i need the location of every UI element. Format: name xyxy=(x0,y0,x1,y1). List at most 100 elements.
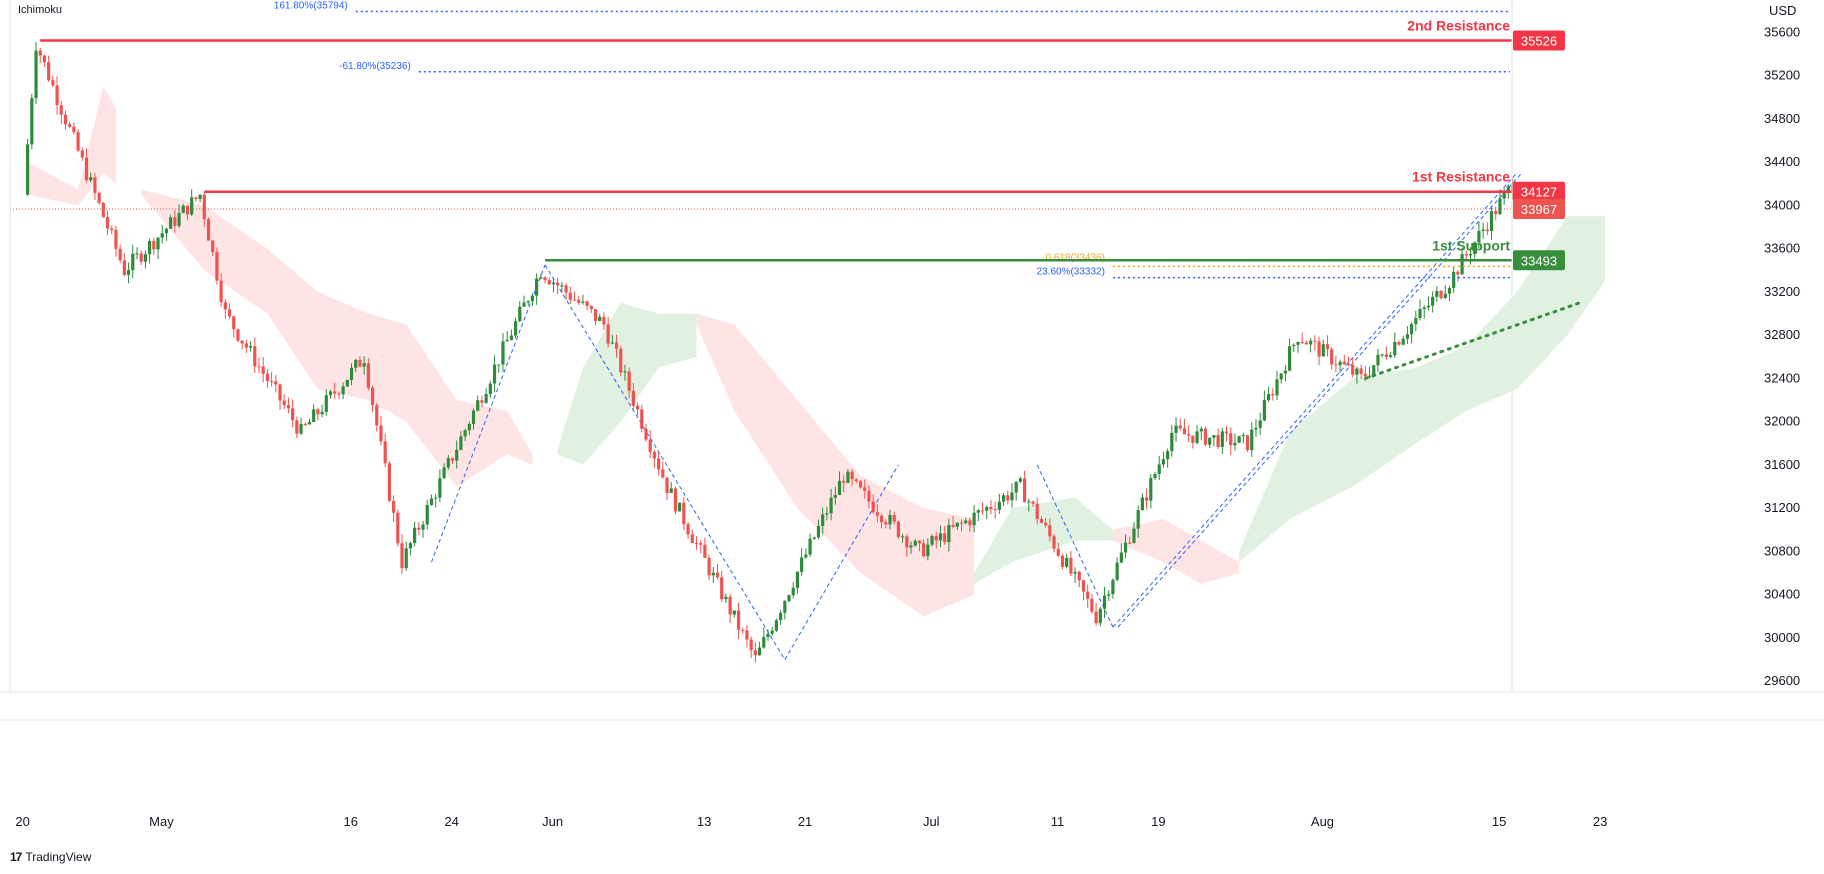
candle-body xyxy=(1443,293,1447,299)
candle-body xyxy=(236,329,240,341)
x-tick-label: 11 xyxy=(1051,814,1065,829)
candle-body xyxy=(888,515,892,525)
candle xyxy=(976,508,980,522)
candle-body xyxy=(842,480,846,483)
candle-body xyxy=(821,514,825,526)
candle xyxy=(703,537,707,558)
candle-body xyxy=(379,425,383,442)
x-tick-label: 16 xyxy=(344,814,358,829)
candle-body xyxy=(307,421,312,425)
y-tick-label: 30000 xyxy=(1764,630,1800,645)
candle xyxy=(1435,286,1439,302)
candle-body xyxy=(1115,562,1119,580)
candle-body xyxy=(1069,557,1073,574)
candle xyxy=(1060,553,1065,570)
candle-body xyxy=(926,544,930,557)
candle-body xyxy=(434,497,438,499)
candle xyxy=(1035,497,1039,525)
cloud-segment xyxy=(141,189,533,487)
candle-body xyxy=(1006,495,1010,501)
candle-body xyxy=(1334,364,1338,366)
candle xyxy=(1081,579,1086,601)
candle xyxy=(324,389,328,416)
candle-body xyxy=(669,488,673,493)
candle xyxy=(400,534,404,575)
candle-body xyxy=(126,270,131,275)
candle-body xyxy=(993,509,997,511)
candle-body xyxy=(724,596,728,600)
candle-body xyxy=(556,282,560,286)
candle-body xyxy=(450,458,455,461)
candle-body xyxy=(577,299,581,303)
candle xyxy=(1107,590,1111,601)
candle-body xyxy=(68,124,72,127)
candle xyxy=(1208,437,1212,449)
candle xyxy=(1136,505,1140,538)
candle xyxy=(1102,586,1107,619)
candle-body xyxy=(513,321,518,336)
candle xyxy=(1132,521,1136,544)
candle-body xyxy=(1199,428,1203,432)
candle-body xyxy=(51,80,55,86)
candle-body xyxy=(442,467,446,479)
candle xyxy=(947,518,951,552)
y-tick-label: 32000 xyxy=(1764,414,1800,429)
candle xyxy=(1229,427,1233,455)
candle xyxy=(909,541,913,554)
candle xyxy=(349,363,354,386)
candle xyxy=(223,298,227,319)
candle xyxy=(993,501,997,519)
candle-body xyxy=(211,240,215,252)
candle xyxy=(1065,553,1069,569)
candle-body xyxy=(673,488,678,512)
candle-body xyxy=(610,342,614,344)
dashed-trend-line-parallel xyxy=(1117,172,1523,628)
candle-body xyxy=(1397,341,1401,345)
candle xyxy=(741,627,745,634)
candle xyxy=(997,493,1001,514)
candle xyxy=(1418,299,1422,321)
price-badge xyxy=(1513,181,1565,202)
candle xyxy=(1115,557,1119,582)
candle xyxy=(211,239,215,256)
candle xyxy=(270,372,274,387)
candle xyxy=(917,539,922,552)
candle-body xyxy=(825,513,829,515)
candle xyxy=(623,364,627,381)
candle xyxy=(1199,426,1203,441)
candle xyxy=(467,421,471,436)
tradingview-brand[interactable]: 17 TradingView xyxy=(10,850,91,864)
candle xyxy=(1376,348,1380,373)
candle-body xyxy=(446,458,450,468)
candle xyxy=(1014,481,1018,501)
candle-body xyxy=(387,463,391,501)
indicator-label[interactable]: Ichimoku xyxy=(18,4,62,16)
candle-body xyxy=(913,540,917,546)
candle-body xyxy=(1422,307,1426,310)
candle xyxy=(143,250,148,269)
candle xyxy=(1510,178,1515,200)
candle xyxy=(1309,338,1313,353)
candle-body xyxy=(324,395,328,412)
cloud-segment xyxy=(27,86,116,206)
candle xyxy=(354,358,358,372)
candle xyxy=(320,404,324,418)
candle-body xyxy=(858,481,863,488)
candle xyxy=(1338,359,1342,373)
candle xyxy=(1241,432,1245,444)
candle xyxy=(328,389,333,399)
candle-body xyxy=(1506,186,1510,192)
candle-body xyxy=(26,144,30,195)
candle xyxy=(635,402,640,416)
candle xyxy=(164,227,169,241)
candle-body xyxy=(1039,519,1044,523)
candle-body xyxy=(1431,296,1435,306)
candle xyxy=(425,499,429,530)
candle xyxy=(568,286,572,304)
candle-body xyxy=(1460,254,1464,275)
candle xyxy=(779,610,783,626)
candle-body xyxy=(526,301,530,303)
level-name: 1st Support xyxy=(1432,237,1510,253)
candle-body xyxy=(148,240,152,255)
